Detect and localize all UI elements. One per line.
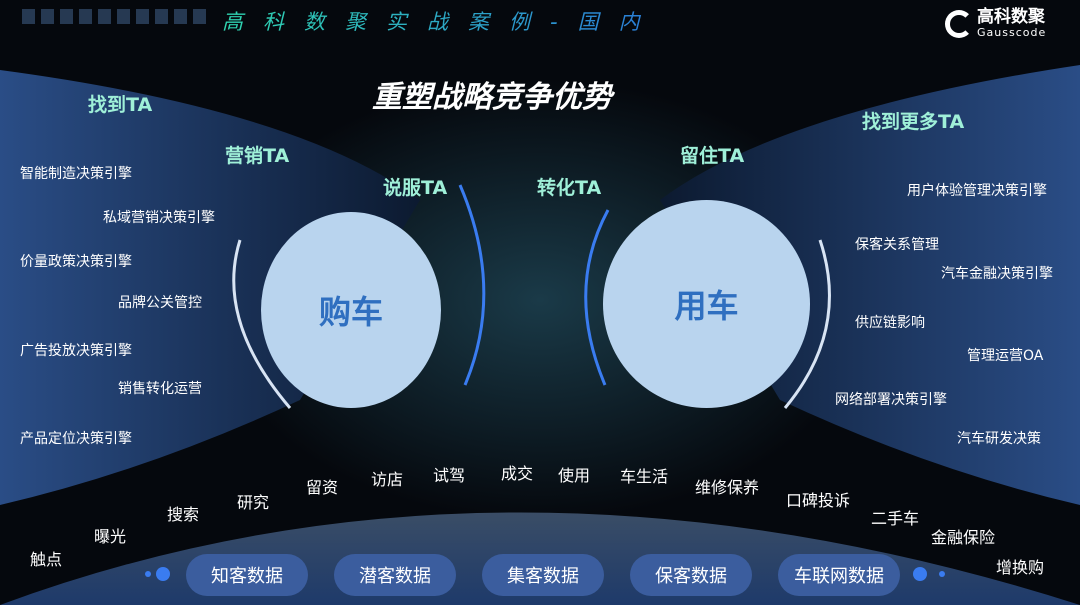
journey-stage: 增换购 <box>996 558 1045 577</box>
journey-stage: 金融保险 <box>931 528 996 547</box>
engine-right: 保客关系管理 <box>855 237 939 253</box>
engine-right: 汽车金融决策引擎 <box>941 266 1053 282</box>
logo-icon <box>945 9 973 38</box>
engine-right: 网络部署决策引擎 <box>835 392 947 408</box>
header-decoration <box>22 9 206 24</box>
circle-use-car: 用车 <box>603 200 810 408</box>
arc-arrow-left <box>232 239 292 409</box>
journey-stage: 车生活 <box>620 467 669 486</box>
engine-left: 价量政策决策引擎 <box>20 254 132 270</box>
arc-arrow-right <box>783 239 831 409</box>
data-pill: 集客数据 <box>482 554 604 596</box>
logo: 高科数聚 Gausscode <box>945 8 1046 39</box>
engine-right: 用户体验管理决策引擎 <box>907 183 1047 199</box>
circle-buy-car: 购车 <box>261 212 441 408</box>
journey-stage: 访店 <box>371 470 404 489</box>
engine-left: 品牌公关管控 <box>118 295 202 311</box>
data-pill: 车联网数据 <box>778 554 900 596</box>
engine-left: 智能制造决策引擎 <box>20 166 132 182</box>
journey-stage: 触点 <box>30 550 63 569</box>
engine-left: 私域营销决策引擎 <box>103 210 215 226</box>
arc-arrow-persuade <box>458 184 486 386</box>
ta-convert: 转化TA <box>537 177 602 199</box>
ta-find: 找到TA <box>88 94 153 116</box>
journey-stage: 留资 <box>306 478 339 497</box>
logo-cn: 高科数聚 <box>977 7 1045 27</box>
journey-stage: 试驾 <box>433 466 466 485</box>
engine-left: 产品定位决策引擎 <box>20 431 132 447</box>
page-title: 重塑战略竞争优势 <box>372 80 612 115</box>
dot-decoration <box>939 571 945 577</box>
engine-right: 汽车研发决策 <box>957 431 1041 447</box>
dot-decoration <box>145 571 151 577</box>
ta-market: 营销TA <box>225 145 290 167</box>
journey-stage: 搜索 <box>167 505 200 524</box>
engine-left: 广告投放决策引擎 <box>20 343 132 359</box>
journey-stage: 使用 <box>558 466 591 485</box>
journey-stage: 二手车 <box>871 509 920 528</box>
data-pill: 潜客数据 <box>334 554 456 596</box>
engine-right: 供应链影响 <box>855 315 925 331</box>
journey-stage: 成交 <box>501 464 534 483</box>
data-pill: 保客数据 <box>630 554 752 596</box>
header-title: 高科数聚实战案例-国内 <box>222 6 660 36</box>
journey-stage: 口碑投诉 <box>786 491 851 510</box>
engine-left: 销售转化运营 <box>118 381 202 397</box>
data-pill: 知客数据 <box>186 554 308 596</box>
dot-decoration <box>913 567 927 581</box>
logo-en: Gausscode <box>977 26 1047 39</box>
ta-persuade: 说服TA <box>383 177 448 199</box>
ta-find-more: 找到更多TA <box>862 111 965 133</box>
arc-arrow-convert <box>584 209 610 386</box>
engine-right: 管理运营OA <box>967 348 1044 364</box>
journey-stage: 曝光 <box>94 527 127 546</box>
ta-retain: 留住TA <box>680 145 745 167</box>
journey-stage: 维修保养 <box>695 478 760 497</box>
journey-stage: 研究 <box>237 493 270 512</box>
dot-decoration <box>156 567 170 581</box>
